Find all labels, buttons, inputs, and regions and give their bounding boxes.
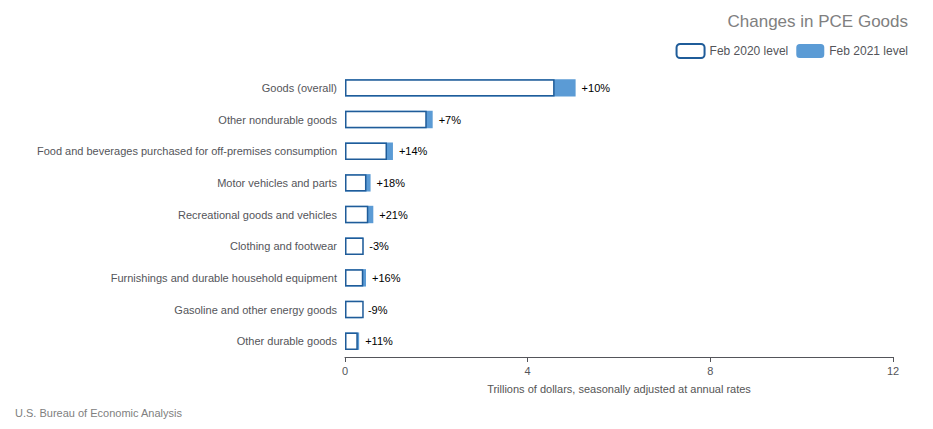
svg-text:+7%: +7% xyxy=(439,114,462,126)
svg-text:Trillions of dollars, seasonal: Trillions of dollars, seasonally adjuste… xyxy=(487,383,751,395)
svg-text:+18%: +18% xyxy=(377,177,406,189)
svg-text:Goods (overall): Goods (overall) xyxy=(262,82,337,94)
svg-text:8: 8 xyxy=(707,365,713,377)
svg-text:Other durable goods: Other durable goods xyxy=(237,335,338,347)
svg-text:4: 4 xyxy=(525,365,531,377)
svg-text:+11%: +11% xyxy=(365,335,393,347)
svg-text:U.S. Bureau of Economic Analys: U.S. Bureau of Economic Analysis xyxy=(15,407,182,419)
svg-text:Feb 2020 level: Feb 2020 level xyxy=(710,44,789,58)
svg-text:Feb 2021 level: Feb 2021 level xyxy=(829,44,908,58)
svg-text:Food and beverages purchased f: Food and beverages purchased for off-pre… xyxy=(37,145,337,157)
svg-text:Other nondurable goods: Other nondurable goods xyxy=(218,114,337,126)
svg-text:Clothing and footwear: Clothing and footwear xyxy=(230,240,337,252)
svg-text:-3%: -3% xyxy=(369,240,389,252)
svg-text:Gasoline and other energy good: Gasoline and other energy goods xyxy=(174,304,337,316)
svg-text:Furnishings and durable househ: Furnishings and durable household equipm… xyxy=(111,272,337,284)
svg-text:+16%: +16% xyxy=(372,272,401,284)
svg-text:-9%: -9% xyxy=(368,304,388,316)
svg-text:Motor vehicles and parts: Motor vehicles and parts xyxy=(217,177,337,189)
svg-text:12: 12 xyxy=(887,365,899,377)
svg-text:0: 0 xyxy=(342,365,348,377)
svg-text:+10%: +10% xyxy=(582,82,611,94)
svg-text:Recreational goods and vehicle: Recreational goods and vehicles xyxy=(178,209,337,221)
svg-text:Changes in PCE Goods: Changes in PCE Goods xyxy=(728,12,909,31)
svg-text:+14%: +14% xyxy=(399,145,428,157)
svg-text:+21%: +21% xyxy=(379,209,408,221)
